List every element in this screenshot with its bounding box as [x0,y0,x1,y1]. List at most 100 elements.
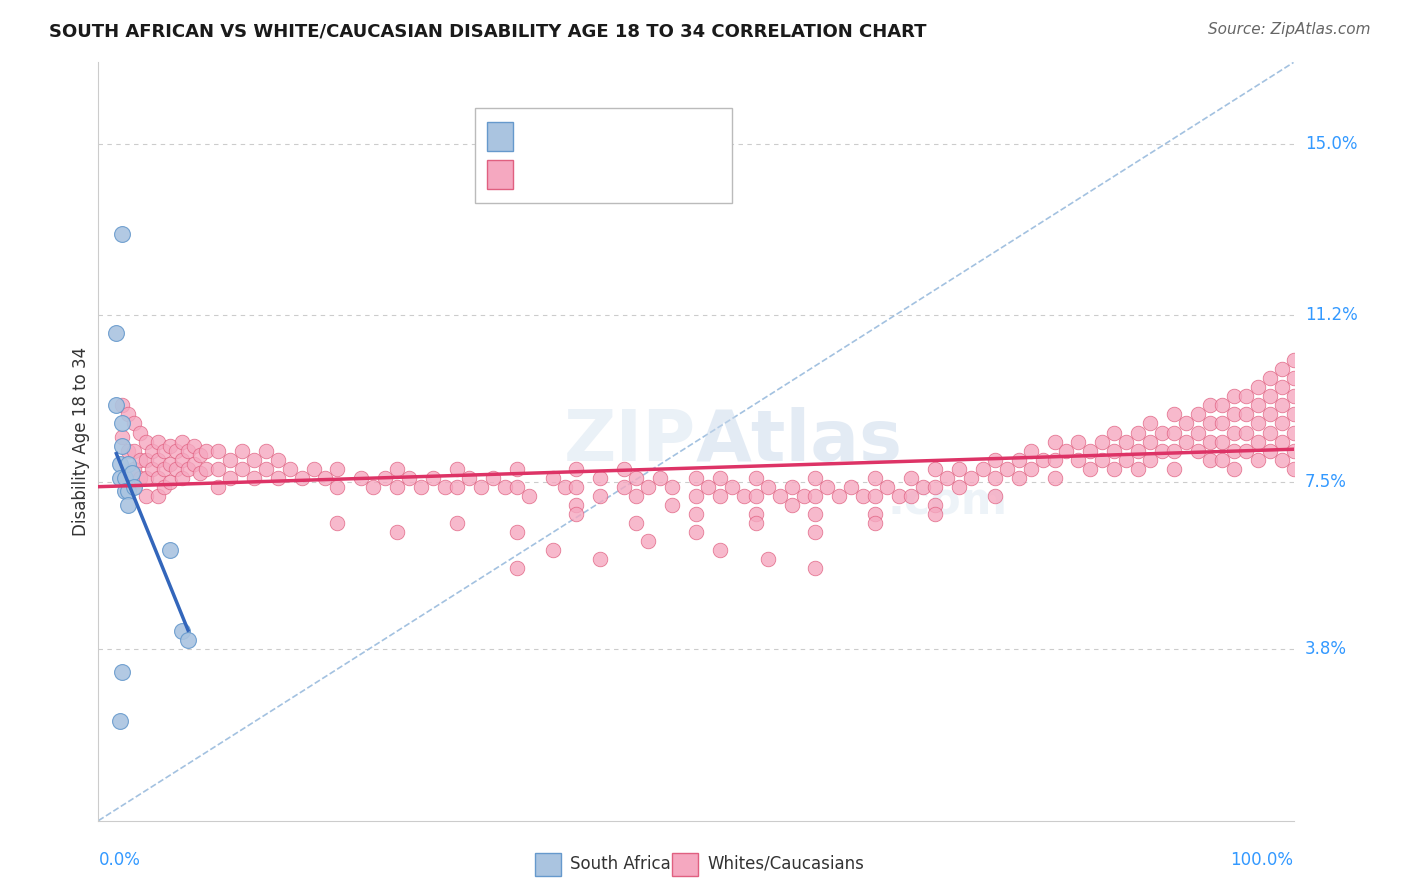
Point [911,480,934,494]
Point [1152,443,1174,458]
Point [960,470,983,484]
Point [565,498,588,512]
Point [793,489,815,503]
Point [1128,443,1150,458]
Point [745,470,768,484]
Point [865,507,887,521]
Point [1019,443,1042,458]
Point [124,461,146,475]
Point [111,227,134,241]
Point [995,461,1018,475]
Point [1043,470,1066,484]
Point [637,480,659,494]
Point [1104,425,1126,440]
Point [1258,371,1281,385]
Point [1211,434,1233,449]
Point [984,489,1007,503]
Text: R = 0.363: R = 0.363 [524,166,609,184]
Point [613,461,636,475]
Point [159,439,181,453]
Text: 0.0%: 0.0% [98,851,141,869]
Point [195,443,218,458]
Point [1067,434,1090,449]
Text: Whites/Caucasians: Whites/Caucasians [709,855,865,873]
Point [117,457,139,471]
Point [159,542,181,557]
Point [1199,452,1222,467]
Point [291,470,314,484]
Point [231,461,253,475]
Point [1247,417,1270,431]
Point [626,516,648,530]
Point [183,439,205,453]
FancyBboxPatch shape [475,108,733,202]
Point [1211,452,1233,467]
Point [517,489,540,503]
Point [1234,389,1257,403]
Point [1199,399,1222,413]
Point [626,470,648,484]
Point [302,461,325,475]
Point [613,480,636,494]
Point [1187,425,1209,440]
Point [984,452,1007,467]
Point [506,480,529,494]
Point [124,480,146,494]
Point [1067,452,1090,467]
Point [494,480,516,494]
Point [661,498,683,512]
Point [900,470,922,484]
Point [124,480,146,494]
Text: SOUTH AFRICAN VS WHITE/CAUCASIAN DISABILITY AGE 18 TO 34 CORRELATION CHART: SOUTH AFRICAN VS WHITE/CAUCASIAN DISABIL… [49,22,927,40]
Point [1163,425,1185,440]
Point [1080,461,1102,475]
Point [195,461,218,475]
Text: 11.2%: 11.2% [1305,306,1357,324]
Point [1091,452,1114,467]
Point [1282,353,1305,368]
Point [1247,452,1270,467]
Point [721,480,744,494]
Point [889,489,911,503]
Point [1128,461,1150,475]
Point [948,480,970,494]
Point [1104,443,1126,458]
Point [148,434,170,449]
Point [1211,399,1233,413]
Point [554,480,576,494]
Point [661,480,683,494]
Text: South Africans: South Africans [571,855,690,873]
Point [207,461,229,475]
Point [172,452,194,467]
Point [105,326,128,341]
Point [1258,425,1281,440]
Point [129,452,152,467]
Point [1247,434,1270,449]
Text: N =  19: N = 19 [630,128,693,145]
Point [254,443,277,458]
Point [177,443,200,458]
Point [207,443,229,458]
Point [876,480,898,494]
Point [422,470,444,484]
Point [153,480,176,494]
Point [385,461,409,475]
Point [637,533,659,548]
Point [278,461,301,475]
Point [828,489,851,503]
Point [165,443,187,458]
Point [1234,443,1257,458]
Point [1175,434,1198,449]
Point [1175,417,1198,431]
Y-axis label: Disability Age 18 to 34: Disability Age 18 to 34 [72,347,90,536]
Point [117,408,139,422]
Point [709,542,731,557]
Point [267,452,290,467]
Text: 100.0%: 100.0% [1230,851,1294,869]
Point [1282,371,1305,385]
Point [363,480,385,494]
Point [1104,461,1126,475]
Point [117,498,139,512]
Point [685,489,707,503]
Point [1199,434,1222,449]
